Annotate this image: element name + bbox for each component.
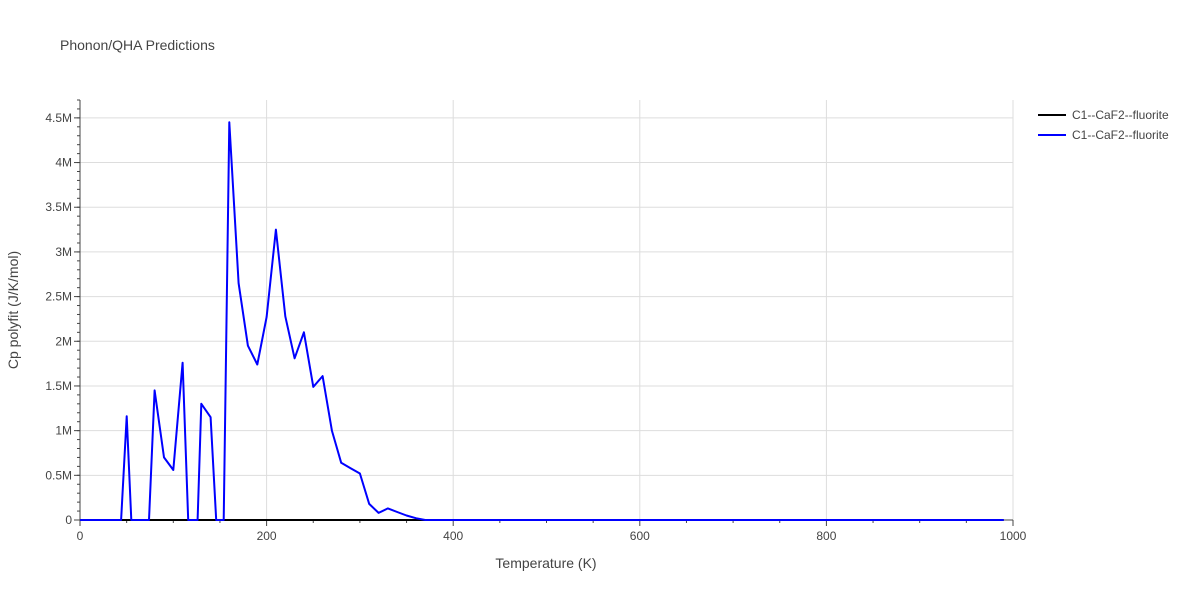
y-tick-label: 1M	[55, 424, 72, 438]
x-axis-title: Temperature (K)	[495, 555, 596, 571]
y-tick-label: 4M	[55, 156, 72, 170]
legend-label: C1--CaF2--fluorite	[1072, 128, 1169, 142]
x-tick-label: 1000	[1000, 529, 1027, 543]
x-tick-label: 800	[816, 529, 836, 543]
axes: 0 200 400 600 800 1000 0 0.5M 1M 1.5M 2M 2.5M 3M 3.5M…	[45, 99, 1027, 543]
y-tick-label: 2M	[55, 334, 72, 348]
y-tick-label: 3M	[55, 245, 72, 259]
series-line-2	[80, 121, 1004, 521]
y-tick-label: 0.5M	[45, 468, 72, 482]
y-tick-label: 3.5M	[45, 200, 72, 214]
x-tick-label: 600	[630, 529, 650, 543]
chart-title: Phonon/QHA Predictions	[60, 37, 215, 53]
y-axis-title: Cp polyfit (J/K/mol)	[5, 251, 21, 369]
legend-label: C1--CaF2--fluorite	[1072, 108, 1169, 122]
y-tick-label: 0	[65, 513, 72, 527]
series-lines	[80, 121, 1004, 521]
legend[interactable]: C1--CaF2--fluorite C1--CaF2--fluorite	[1038, 108, 1169, 142]
y-tick-label: 2.5M	[45, 290, 72, 304]
legend-item-2[interactable]: C1--CaF2--fluorite	[1038, 128, 1169, 142]
y-tick-label: 4.5M	[45, 111, 72, 125]
x-tick-label: 400	[443, 529, 463, 543]
x-tick-label: 200	[257, 529, 277, 543]
legend-item-1[interactable]: C1--CaF2--fluorite	[1038, 108, 1169, 122]
gridlines	[80, 100, 1014, 520]
y-tick-label: 1.5M	[45, 379, 72, 393]
x-tick-label: 0	[77, 529, 84, 543]
